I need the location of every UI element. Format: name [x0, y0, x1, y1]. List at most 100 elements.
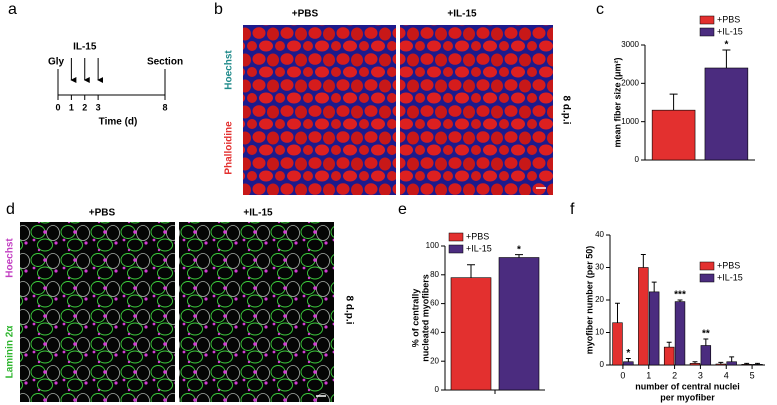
y-tick-label: 10	[595, 328, 604, 337]
bar	[674, 301, 686, 366]
y-tick-label: 1000	[621, 117, 639, 126]
legend-swatch	[448, 232, 464, 242]
y-axis-label: myofiber number (per 50)	[584, 246, 594, 355]
bar	[663, 346, 675, 366]
x-tick-label: 1	[646, 370, 651, 380]
stain-label: Phalloidine	[224, 121, 235, 175]
legend-label: +IL-15	[466, 243, 492, 253]
y-axis-label: nucleated myofibers	[420, 274, 430, 362]
legend-label: +PBS	[466, 231, 489, 241]
bar	[648, 291, 660, 366]
stain-label: Hoechst	[5, 238, 16, 278]
bar	[741, 364, 752, 366]
error-bar	[729, 356, 735, 362]
column-title: +PBS	[89, 208, 116, 219]
bar	[498, 257, 540, 391]
bar	[704, 67, 749, 161]
axis-label: Time (d)	[99, 117, 138, 128]
y-tick-label: 20	[595, 295, 604, 304]
tick-label: 3	[96, 102, 101, 112]
y-tick-label: 20	[430, 356, 439, 365]
y-axis-label: % of centrally	[410, 289, 420, 348]
legend-swatch	[699, 273, 715, 283]
side-label: 8 d.p.i	[560, 96, 571, 125]
legend-label: +PBS	[717, 260, 740, 270]
bar	[651, 109, 696, 161]
significance: **	[702, 329, 710, 340]
legend-label: +PBS	[717, 14, 740, 24]
x-axis-label: per myofiber	[660, 392, 715, 402]
legend-label: +IL-15	[717, 26, 743, 36]
error-bar	[467, 264, 475, 278]
bar	[715, 363, 727, 366]
bar	[726, 361, 737, 366]
micrograph	[243, 25, 396, 195]
start-label: Gly	[48, 57, 65, 68]
panel-label: b	[214, 1, 223, 18]
y-tick-label: 3000	[621, 40, 639, 49]
column-title: +IL-15	[447, 9, 477, 20]
bar	[700, 345, 712, 366]
panel-label: c	[596, 1, 604, 18]
y-tick-label: 0	[600, 360, 605, 369]
bar	[638, 267, 649, 366]
tick-label: 2	[82, 102, 87, 112]
error-bar	[651, 281, 657, 292]
stain-label: Hoechst	[224, 50, 235, 90]
bar	[689, 363, 701, 366]
bar	[450, 277, 492, 391]
y-tick-label: 40	[595, 230, 604, 239]
x-tick-label: 3	[698, 370, 703, 380]
error-bar	[666, 341, 672, 348]
error-bar	[718, 361, 724, 365]
legend-swatch	[448, 244, 464, 254]
tick-label: 0	[55, 102, 60, 112]
y-tick-label: 80	[430, 270, 439, 279]
micrograph	[400, 25, 553, 195]
end-label: Section	[147, 57, 183, 68]
side-label: 8 d.p.i	[343, 296, 354, 325]
x-tick-label: 5	[750, 370, 755, 380]
error-bar	[755, 362, 760, 365]
significance: *	[626, 348, 630, 359]
y-tick-label: 2000	[621, 78, 639, 87]
column-title: +IL-15	[243, 208, 273, 219]
y-tick-label: 100	[426, 241, 440, 250]
bar	[752, 364, 763, 366]
column-title: +PBS	[292, 9, 319, 20]
panel-label: a	[8, 1, 17, 18]
x-tick-label: 0	[620, 370, 625, 380]
x-tick-label: 2	[672, 370, 677, 380]
panel-label: f	[570, 201, 575, 218]
error-bar	[744, 362, 750, 365]
micrograph	[20, 222, 175, 402]
significance: *	[724, 40, 728, 51]
error-bar	[625, 358, 631, 362]
panel-label: d	[6, 201, 15, 218]
timeline: 0 1 2 3 8 IL-15 Gly Section Time (d)	[48, 42, 183, 128]
error-bar	[640, 254, 646, 268]
error-bar	[692, 361, 698, 364]
x-tick-label: 4	[724, 370, 729, 380]
legend-swatch	[699, 15, 715, 25]
error-bar	[669, 93, 678, 111]
x-axis-label: number of central nuclei	[635, 381, 740, 391]
legend-label: +IL-15	[717, 272, 743, 282]
y-tick-label: 0	[635, 155, 640, 164]
significance: *	[517, 244, 521, 255]
significance: ***	[674, 290, 686, 301]
treatment-label: IL-15	[73, 42, 97, 53]
y-tick-label: 40	[430, 328, 439, 337]
bar	[623, 361, 634, 366]
error-bar	[722, 49, 731, 68]
stain-label: Laminin 2α	[5, 325, 16, 379]
error-bar	[677, 299, 683, 302]
bar	[612, 322, 623, 366]
panel-label: e	[398, 201, 407, 218]
y-tick-label: 30	[595, 263, 604, 272]
y-tick-label: 60	[430, 299, 439, 308]
micrograph	[179, 222, 334, 402]
error-bar	[515, 254, 523, 258]
y-tick-label: 0	[435, 385, 440, 394]
